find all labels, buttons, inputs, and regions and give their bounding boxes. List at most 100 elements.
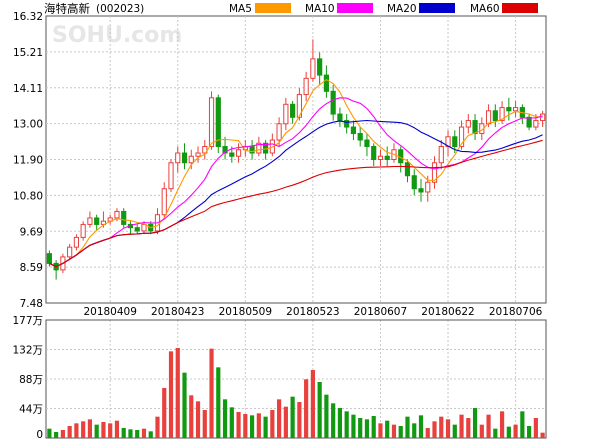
- candle: [317, 52, 323, 85]
- candle-body: [283, 103, 289, 125]
- price-tick-label: 15.21: [13, 47, 43, 59]
- candle: [431, 156, 438, 189]
- price-tick-label: 7.48: [20, 298, 43, 310]
- candle: [154, 208, 161, 235]
- legend-label-ma10: MA10: [305, 3, 335, 15]
- volume-bar: [182, 372, 187, 438]
- volume-bar: [108, 423, 113, 438]
- candle-body: [465, 120, 471, 128]
- volume-bar: [358, 418, 363, 438]
- candle-body: [472, 120, 478, 135]
- volume-panel: [47, 348, 545, 438]
- candle: [107, 214, 113, 225]
- candle: [540, 110, 546, 128]
- volume-bar: [499, 411, 505, 438]
- volume-bar: [513, 424, 518, 438]
- candle-body: [310, 58, 316, 79]
- volume-bar: [520, 411, 525, 438]
- candle-body: [330, 90, 336, 115]
- candle: [323, 65, 330, 98]
- candle-body: [202, 146, 208, 154]
- volume-bar: [364, 419, 370, 438]
- volume-bar: [371, 416, 376, 438]
- candle-body: [215, 97, 221, 148]
- candle-body: [208, 97, 215, 148]
- volume-bar: [148, 431, 153, 438]
- volume-bar: [331, 403, 336, 438]
- volume-bar: [385, 420, 390, 438]
- volume-bar: [195, 401, 201, 438]
- candle: [73, 234, 80, 251]
- candle-body: [229, 152, 235, 157]
- candle-body: [290, 103, 296, 118]
- volume-tick-label: 132万: [12, 345, 43, 357]
- volume-bar: [418, 415, 424, 438]
- price-tick-label: 13.00: [13, 119, 43, 131]
- candle: [283, 97, 289, 131]
- candle: [350, 120, 357, 141]
- candle-body: [188, 155, 194, 164]
- volume-bar: [425, 428, 430, 438]
- price-tick-label: 8.59: [20, 262, 43, 274]
- candle: [175, 146, 181, 173]
- candle: [161, 182, 167, 218]
- candle-body: [87, 217, 93, 225]
- candle-body: [364, 139, 370, 148]
- candle-body: [337, 113, 343, 122]
- volume-bar: [540, 432, 545, 438]
- volume-bar: [47, 428, 52, 438]
- volume-tick-label: 177万: [12, 315, 43, 327]
- candle: [438, 140, 444, 170]
- candle: [249, 140, 255, 160]
- candle-body: [499, 107, 505, 122]
- volume-bar: [297, 402, 302, 438]
- candle-body: [67, 246, 73, 258]
- volume-bar: [168, 351, 174, 438]
- date-tick-label: 20180706: [489, 306, 543, 318]
- price-tick-label: 14.11: [13, 83, 43, 95]
- candle: [235, 143, 242, 163]
- volume-bar: [324, 394, 329, 438]
- volume-bar: [527, 426, 532, 438]
- volume-bar: [506, 426, 511, 438]
- candle-body: [46, 253, 52, 264]
- candle: [377, 149, 384, 166]
- date-tick-label: 20180409: [83, 306, 136, 318]
- volume-bar: [189, 395, 194, 438]
- candle: [181, 143, 188, 170]
- candle-body: [161, 188, 167, 216]
- volume-tick-label: 44万: [19, 404, 43, 416]
- volume-bar: [533, 418, 538, 438]
- stock-code: (002023): [96, 3, 144, 15]
- candle-body: [181, 152, 188, 164]
- volume-bar: [270, 410, 275, 438]
- candle: [357, 127, 363, 147]
- volume-bar: [81, 421, 86, 438]
- candle: [344, 114, 350, 134]
- legend-swatch-ma20: [419, 3, 455, 13]
- candle: [269, 133, 275, 157]
- candle: [371, 143, 377, 166]
- volume-bar: [155, 416, 160, 438]
- candle-body: [438, 146, 444, 164]
- volume-bar: [479, 424, 484, 438]
- price-tick-label: 10.80: [13, 190, 43, 202]
- candle-body: [195, 152, 201, 157]
- candle-body: [276, 123, 282, 141]
- candle: [208, 91, 215, 150]
- volume-bar: [74, 423, 79, 438]
- candle-body: [256, 142, 262, 154]
- candle-body: [141, 223, 147, 232]
- volume-bar: [391, 424, 397, 438]
- candle: [290, 101, 296, 124]
- volume-bar: [405, 416, 410, 438]
- date-tick-label: 20180523: [286, 306, 339, 318]
- candle: [215, 94, 221, 154]
- volume-bar: [202, 410, 207, 438]
- candle-body: [526, 116, 532, 128]
- candle: [492, 104, 498, 128]
- volume-bar: [236, 412, 241, 438]
- candle: [127, 221, 134, 235]
- candle-body: [73, 236, 80, 248]
